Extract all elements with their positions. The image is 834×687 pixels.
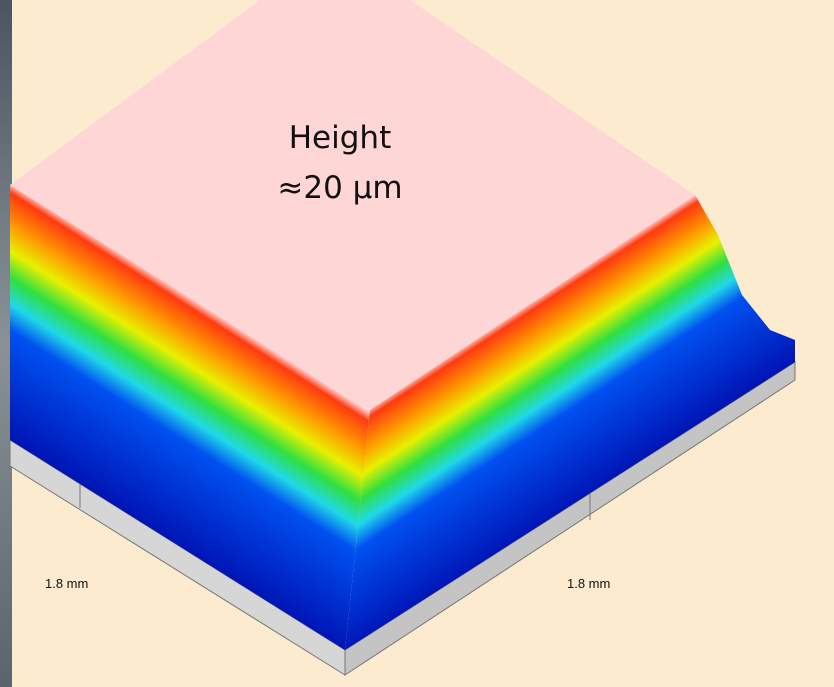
profile-view: Height ≈20 µm 1.8 mm 1.8 mm xyxy=(0,0,834,687)
axis-label: 1.8 mm xyxy=(45,576,88,591)
page: Height ≈20 µm 1.8 mm 1.8 mm (() => { con… xyxy=(0,0,834,687)
axis-label: 1.8 mm xyxy=(567,576,610,591)
height-value: ≈20 µm xyxy=(277,170,402,206)
height-title: Height xyxy=(289,120,391,156)
